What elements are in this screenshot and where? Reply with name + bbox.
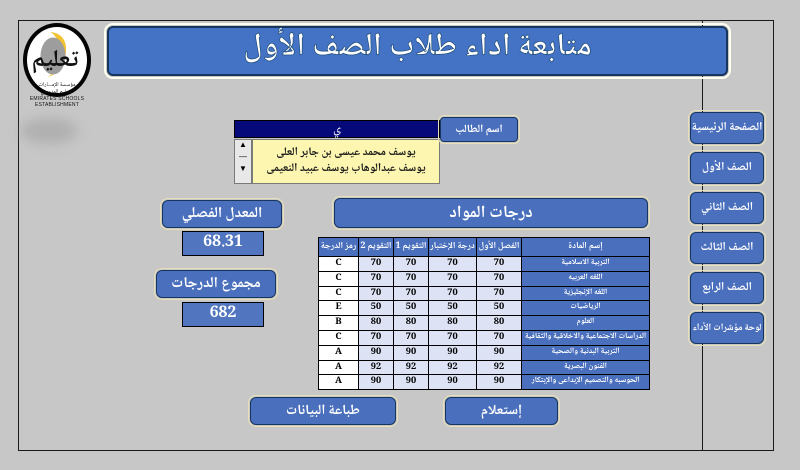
svg-text:ESTABLISHMENT: ESTABLISHMENT xyxy=(35,102,79,108)
svg-text:تعليم: تعليم xyxy=(32,41,79,82)
